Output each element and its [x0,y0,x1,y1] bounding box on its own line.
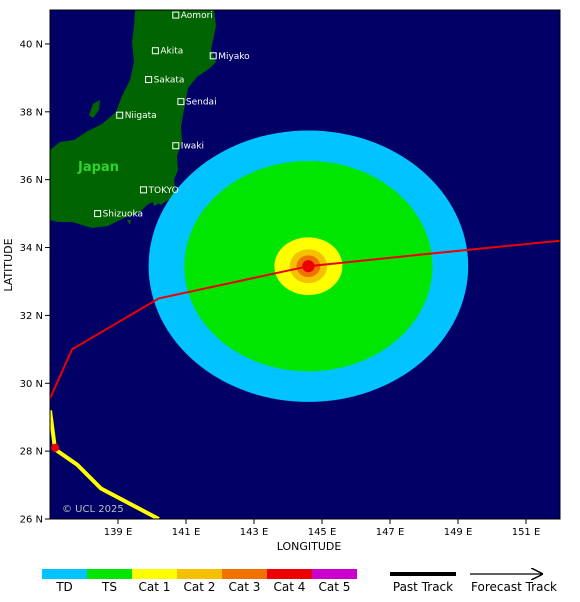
y-axis-ticks: 26 N 28 N 30 N 32 N 34 N 36 N 38 N 40 N [20,39,50,526]
city-markers: Aomori Akita Miyako Sakata Sendai Niigata Iwak… [94,11,250,220]
oshima-island [127,220,131,225]
y-tick-label: 26 N [20,515,43,526]
x-tick-label: 147 E [376,527,405,538]
city-marker-sakata [145,76,153,84]
city-label-shizuoka: Shizuoka [103,210,143,220]
legend-label-ts: TS [101,580,117,594]
y-tick-label: 30 N [20,379,43,390]
city-label-iwaki: Iwaki [181,142,204,152]
city-label-sendai: Sendai [186,98,217,108]
japan-landmass [50,10,216,228]
category-legend [42,569,357,579]
country-label: Japan [77,160,119,175]
city-marker-iwaki [172,142,180,150]
honshu-island [50,10,216,228]
legend-label-cat-1: Cat 1 [139,580,171,594]
legend-swatch-ts [87,569,132,579]
legend-swatch-cat-3 [222,569,267,579]
y-tick-label: 28 N [20,447,43,458]
copyright-label: © UCL 2025 [62,504,124,515]
x-tick-label: 141 E [172,527,201,538]
legend-swatch-cat-2 [177,569,222,579]
legend-swatch-cat-1 [132,569,177,579]
forecast-track-legend-label: Forecast Track [471,580,557,594]
past-track-yellow [50,410,160,519]
legend-label-cat-4: Cat 4 [274,580,306,594]
city-marker-sendai [177,98,185,106]
city-label-miyako: Miyako [218,52,250,62]
past-track-red [50,239,560,399]
x-tick-label: 151 E [512,527,541,538]
legend-label-cat-2: Cat 2 [184,580,216,594]
legend-label-cat-3: Cat 3 [229,580,261,594]
y-tick-label: 36 N [20,175,43,186]
category-legend-labels: TD TS Cat 1 Cat 2 Cat 3 Cat 4 Cat 5 [55,580,350,594]
city-marker-niigata [116,111,124,119]
legend-label-cat-5: Cat 5 [319,580,351,594]
x-tick-label: 149 E [444,527,473,538]
y-tick-label: 40 N [20,39,43,50]
x-axis-ticks: 139 E 141 E 143 E 145 E 147 E 149 E 151 E [104,519,541,538]
city-label-niigata: Niigata [125,111,157,121]
y-tick-label: 32 N [20,311,43,322]
x-axis-title: LONGITUDE [277,540,342,553]
city-marker-shizuoka [94,210,102,218]
legend-swatch-cat-5 [312,569,357,579]
x-tick-label: 139 E [104,527,133,538]
x-tick-label: 143 E [240,527,269,538]
track-position-marker [51,443,60,452]
city-marker-miyako [209,52,217,60]
legend-swatch-td [42,569,87,579]
city-marker-akita [151,47,159,55]
plot-frame [49,9,561,520]
legend-label-td: TD [55,580,73,594]
y-axis-title: LATITUDE [2,238,15,291]
city-label-aomori: Aomori [181,11,213,21]
city-marker-aomori [172,11,180,19]
legend-swatch-cat-4 [267,569,312,579]
y-tick-label: 38 N [20,107,43,118]
city-label-sakata: Sakata [154,76,185,86]
x-tick-label: 145 E [308,527,337,538]
city-label-akita: Akita [160,47,183,57]
boso-peninsula [150,193,160,206]
past-track-legend-label: Past Track [393,580,453,594]
city-label-tokyo: TOKYO [148,186,179,196]
city-marker-tokyo [140,186,147,194]
sado-island [89,100,100,118]
y-tick-label: 34 N [20,243,43,254]
